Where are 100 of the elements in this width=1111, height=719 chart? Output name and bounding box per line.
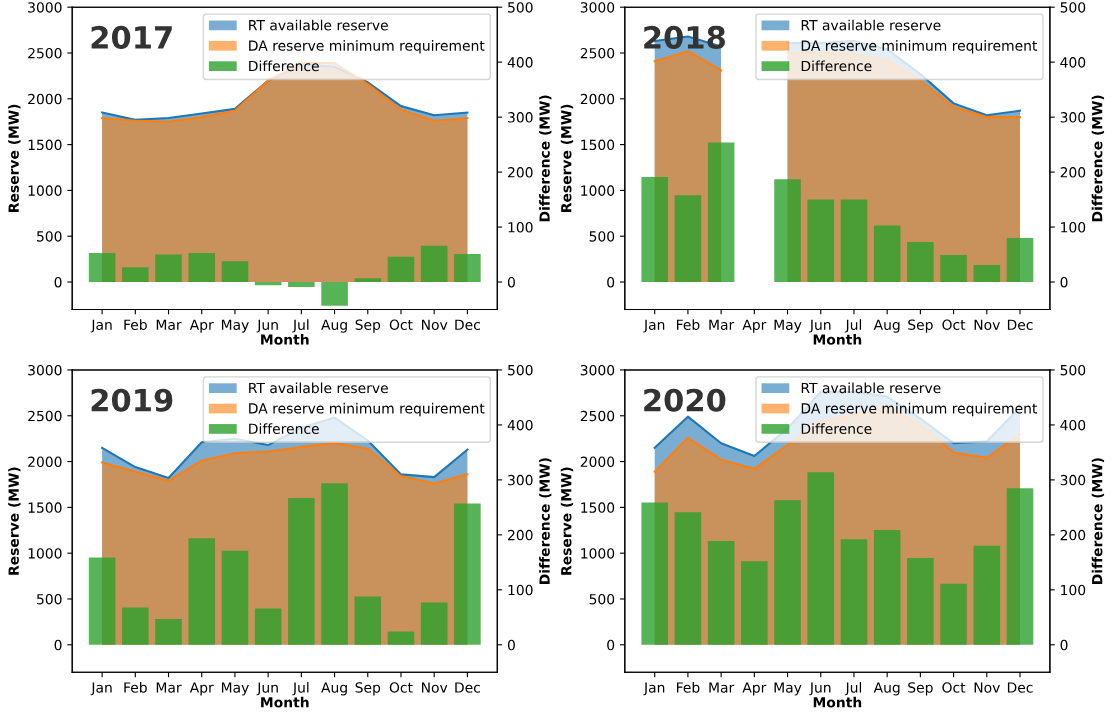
x-tick-label: Aug — [321, 682, 347, 696]
x-tick-label: Nov — [974, 682, 1000, 693]
y-tick-label: 1500 — [581, 502, 615, 513]
y2-tick-label: 200 — [508, 167, 533, 178]
bar — [907, 557, 934, 645]
y2-tick-label: 0 — [1060, 276, 1068, 288]
y-tick-label: 0 — [54, 276, 62, 288]
bar — [321, 282, 348, 306]
x-tick-label: May — [774, 682, 802, 696]
bar — [221, 261, 249, 283]
bar — [674, 512, 702, 645]
x-tick-label: May — [221, 682, 249, 696]
x-tick-label: Jan — [90, 682, 112, 696]
bar — [454, 503, 481, 645]
bar — [873, 225, 901, 283]
x-tick-label: Jul — [844, 319, 862, 333]
bar — [940, 255, 967, 283]
y-tick-label: 0 — [607, 639, 615, 651]
x-tick-label: Dec — [455, 319, 480, 330]
y-tick-label: 2500 — [28, 410, 62, 422]
x-tick-label: Aug — [321, 319, 347, 333]
legend-label: Difference — [249, 423, 319, 434]
bar — [907, 241, 934, 283]
y2-tick-label: 500 — [1060, 2, 1086, 13]
y-axis-title: Reserve (MW) — [560, 104, 574, 212]
y2-tick-label: 200 — [1060, 529, 1086, 541]
bar — [254, 608, 282, 645]
bar — [321, 483, 348, 645]
y2-tick-label: 100 — [508, 584, 533, 596]
bar — [840, 199, 868, 283]
bar — [420, 602, 448, 645]
legend-label: Difference — [801, 60, 872, 72]
bar — [420, 245, 448, 283]
y-tick-label: 3000 — [28, 364, 62, 376]
y2-tick-label: 500 — [1060, 364, 1086, 376]
x-tick-label: Jan — [90, 319, 112, 333]
x-tick-label: Mar — [156, 682, 182, 693]
x-tick-label: Feb — [124, 681, 147, 693]
x-tick-label: Mar — [709, 682, 735, 693]
bar — [973, 264, 1001, 283]
y2-axis-title: Difference (MW) — [539, 458, 552, 584]
bar — [387, 631, 415, 645]
legend-label: Difference — [801, 423, 872, 434]
x-tick-label: Dec — [1007, 319, 1033, 330]
x-tick-label: Mar — [709, 319, 735, 330]
y-tick-label: 2500 — [580, 410, 615, 422]
x-tick-label: Apr — [189, 319, 214, 333]
bar — [188, 538, 216, 645]
bar — [155, 618, 182, 645]
y2-tick-label: 400 — [1060, 419, 1086, 431]
x-tick-label: Sep — [355, 682, 381, 696]
x-tick-label: Feb — [676, 319, 700, 330]
x-tick-label: Mar — [156, 319, 182, 330]
bar — [707, 142, 735, 283]
x-axis-title: Month — [261, 334, 309, 345]
x-tick-label: Jul — [292, 319, 309, 333]
y-tick-label: 500 — [37, 231, 62, 242]
bar — [973, 545, 1001, 645]
y-axis-title: Reserve (MW) — [8, 467, 21, 575]
x-axis-title: Month — [813, 334, 862, 345]
bar — [188, 252, 216, 283]
bar — [88, 252, 116, 283]
x-tick-label: Oct — [389, 319, 413, 330]
bar — [155, 254, 182, 283]
bar — [674, 195, 702, 283]
y-tick-label: 2500 — [580, 47, 615, 59]
y-tick-label: 2000 — [580, 456, 615, 468]
bar — [807, 472, 835, 645]
y2-tick-label: 300 — [1060, 112, 1086, 123]
y-tick-label: 3000 — [28, 2, 62, 13]
y-tick-label: 1000 — [581, 185, 615, 196]
chart-title: 2017 — [91, 25, 172, 49]
y2-axis-title: Difference (MW) — [539, 95, 552, 222]
bar — [940, 583, 967, 645]
x-tick-label: Feb — [124, 319, 147, 330]
y-axis-title: Reserve (MW) — [8, 104, 21, 212]
y-tick-label: 1000 — [28, 185, 62, 196]
y-tick-label: 0 — [607, 276, 615, 288]
x-tick-label: Apr — [742, 319, 767, 333]
bar — [288, 282, 315, 287]
x-tick-label: Oct — [942, 682, 966, 693]
bar — [122, 607, 149, 645]
y2-tick-label: 100 — [1061, 222, 1086, 233]
bar — [387, 256, 415, 283]
x-tick-label: Aug — [873, 319, 900, 333]
y2-axis-title: Difference (MW) — [1091, 95, 1105, 222]
x-tick-label: Jul — [844, 681, 862, 696]
bar — [873, 529, 901, 645]
bar — [454, 253, 481, 283]
legend-label: RT available reserve — [801, 382, 941, 394]
y-tick-label: 500 — [37, 593, 62, 605]
y-tick-label: 500 — [589, 593, 615, 605]
y2-tick-label: 400 — [507, 419, 533, 431]
y-tick-label: 3000 — [580, 364, 615, 376]
y-tick-label: 0 — [54, 639, 62, 651]
bar — [1006, 238, 1034, 283]
x-axis-title: Month — [813, 696, 862, 708]
y2-tick-label: 400 — [507, 57, 533, 68]
y2-tick-label: 0 — [507, 276, 515, 288]
x-tick-label: May — [774, 319, 802, 333]
